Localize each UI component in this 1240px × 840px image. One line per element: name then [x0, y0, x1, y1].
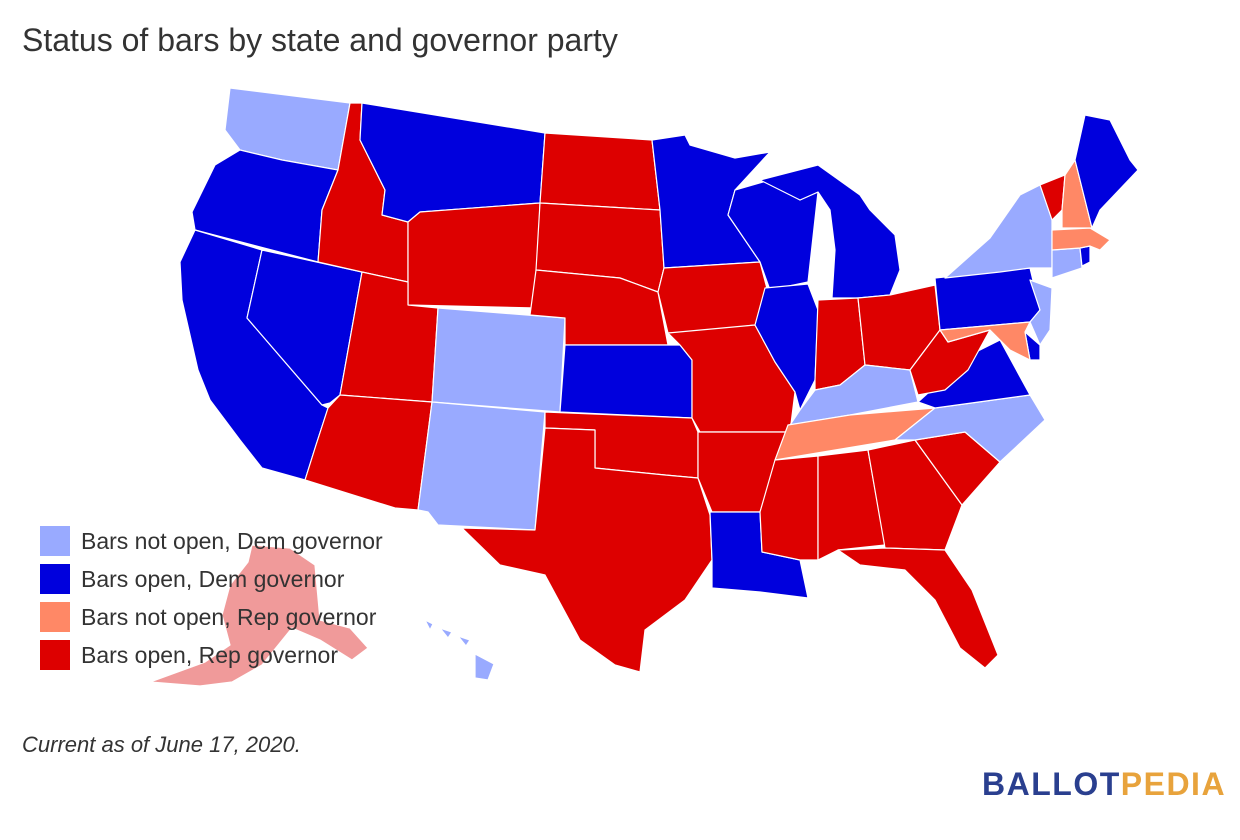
state-ga[interactable] [867, 439, 963, 551]
legend-label: Bars open, Dem governor [81, 565, 345, 592]
legend-label: Bars open, Rep governor [81, 641, 338, 668]
legend-label: Bars not open, Dem governor [81, 527, 383, 554]
legend-item: Bars not open, Dem governor [40, 522, 383, 560]
chart-title: Status of bars by state and governor par… [22, 22, 618, 58]
legend-swatch [40, 602, 70, 632]
logo-part-ballot: BALLOT [982, 766, 1121, 802]
legend-item: Bars not open, Rep governor [40, 598, 383, 636]
state-hi[interactable] [424, 619, 495, 681]
state-nm[interactable] [417, 401, 546, 531]
state-ny[interactable] [944, 184, 1053, 279]
state-ct[interactable] [1051, 247, 1083, 279]
legend-item: Bars open, Dem governor [40, 560, 383, 598]
state-co[interactable] [431, 307, 566, 413]
logo-part-pedia: PEDIA [1120, 766, 1227, 802]
legend: Bars not open, Dem governor Bars open, D… [40, 522, 383, 674]
state-ak[interactable] [149, 544, 369, 687]
state-me[interactable] [1074, 114, 1139, 229]
state-al[interactable] [817, 449, 886, 561]
state-ma[interactable] [1051, 227, 1111, 251]
state-md[interactable] [939, 321, 1031, 361]
state-tx[interactable] [461, 427, 713, 673]
state-wy[interactable] [407, 202, 541, 309]
state-nd[interactable] [539, 132, 661, 211]
footnote: Current as of June 17, 2020. [22, 732, 301, 757]
legend-item: Bars open, Rep governor [40, 636, 383, 674]
state-ks[interactable] [559, 344, 693, 419]
legend-swatch [40, 564, 70, 594]
state-ia[interactable] [657, 261, 771, 334]
legend-swatch [40, 640, 70, 670]
state-nh[interactable] [1061, 159, 1093, 229]
ballotpedia-logo[interactable]: BALLOTPEDIA [982, 766, 1226, 803]
state-ri[interactable] [1079, 245, 1091, 267]
legend-label: Bars not open, Rep governor [81, 603, 377, 630]
legend-swatch [40, 526, 70, 556]
state-fl[interactable] [837, 547, 999, 669]
